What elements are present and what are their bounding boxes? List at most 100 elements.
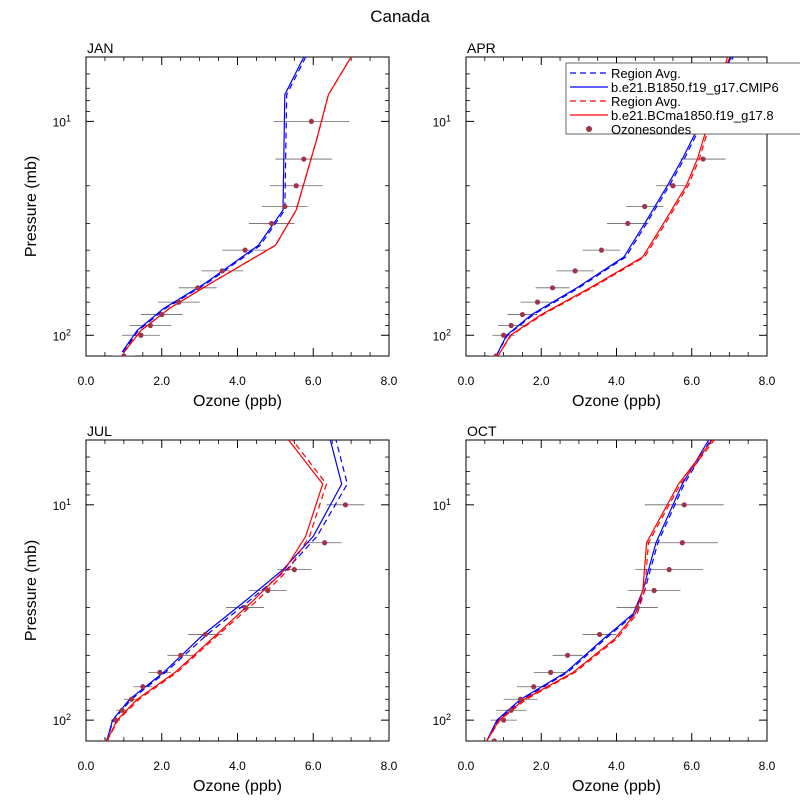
series-line (106, 440, 324, 741)
sonde-point (572, 268, 578, 274)
y-tick-label: 101 (433, 113, 451, 129)
x-tick-label: 6.0 (683, 374, 700, 388)
x-axis-label: Ozone (ppb) (572, 778, 661, 795)
series-line (123, 57, 352, 353)
legend-label-bcma1850: b.e21.BCma1850.f19_g17.8 (611, 108, 774, 123)
plot-area (103, 440, 365, 741)
sonde-point (268, 220, 275, 227)
series-line (495, 57, 732, 356)
y-axis-label: Pressure (mb) (23, 540, 40, 641)
legend-label-region-avg-blue: Region Avg. (611, 66, 681, 81)
sonde-point (104, 738, 110, 741)
sonde-point (308, 118, 314, 124)
sonde-point (548, 669, 554, 675)
plot-area (112, 57, 352, 356)
x-tick-label: 6.0 (305, 374, 322, 388)
x-tick-label: 0.0 (458, 759, 475, 773)
panel-oct: OCT 0.0 2.0 4.0 6.0 8.0 Ozone (ppb) 101 102 (433, 423, 776, 795)
series-line (122, 57, 307, 353)
sonde-point (517, 696, 524, 702)
panel-title: JAN (87, 40, 113, 56)
sonde-point (549, 285, 556, 291)
sonde-point (242, 247, 248, 253)
series-line (123, 57, 352, 353)
x-tick-label: 0.0 (458, 374, 475, 388)
legend-swatch-ozonesondes (586, 126, 592, 132)
x-tick-label: 8.0 (381, 374, 398, 388)
series-line (106, 440, 328, 741)
legend: Region Avg. b.e21.B1850.f19_g17.CMIP6 Re… (565, 62, 800, 137)
sonde-point (242, 604, 248, 611)
sonde-point (128, 696, 135, 702)
sonde-point (342, 502, 349, 508)
sonde-point (508, 322, 514, 329)
sonde-point (564, 652, 571, 658)
legend-label-ozonesondes: Ozonesondes (611, 122, 692, 137)
x-tick-label: 4.0 (608, 759, 625, 773)
sonde-point (322, 540, 328, 546)
y-tick-label: 102 (53, 712, 71, 728)
sonde-point (493, 353, 499, 356)
sonde-point (634, 604, 640, 611)
x-tick-label: 8.0 (759, 374, 776, 388)
sonde-point (531, 684, 537, 690)
sonde-point (501, 717, 507, 723)
series-line (121, 57, 305, 353)
sonde-point (625, 220, 631, 227)
x-tick-label: 2.0 (153, 374, 170, 388)
sonde-point (147, 322, 153, 329)
figure-title: Canada (370, 7, 430, 26)
sonde-point (138, 332, 144, 338)
panel-title: APR (467, 40, 496, 56)
y-axis-label: Pressure (mb) (23, 156, 40, 257)
sonde-point (176, 299, 182, 305)
sonde-point (679, 540, 685, 546)
plot-frame (85, 56, 390, 357)
y-tick-label: 101 (433, 497, 451, 513)
panel-jul: JUL 0.0 2.0 4.0 6.0 8.0 Ozone (ppb) 101 102 Press… (23, 423, 398, 795)
sonde-point (219, 268, 225, 274)
sonde-point (121, 353, 127, 356)
x-tick-label: 4.0 (229, 374, 246, 388)
sonde-point (598, 247, 605, 253)
x-tick-label: 8.0 (381, 759, 398, 773)
y-tick-label: 102 (53, 327, 71, 343)
sonde-point (282, 203, 288, 210)
plot-frame (85, 439, 390, 742)
sonde-point (157, 669, 163, 675)
sonde-point (700, 156, 706, 162)
sonde-point (642, 203, 648, 210)
panel-title: JUL (87, 423, 112, 439)
y-tick-label: 101 (53, 113, 71, 129)
plot-area (484, 440, 724, 741)
x-tick-label: 0.0 (78, 374, 95, 388)
sonde-point (301, 156, 307, 162)
sonde-point (112, 717, 119, 723)
panel-jan: JAN 0.0 2.0 4.0 6.0 8.0 Ozone (ppb) 101 102 Press… (23, 40, 398, 410)
series-line (486, 440, 712, 741)
sonde-point (195, 285, 201, 291)
sonde-point (491, 738, 497, 741)
x-tick-label: 6.0 (305, 759, 322, 773)
x-tick-label: 0.0 (78, 759, 95, 773)
y-tick-label: 101 (53, 497, 71, 513)
x-axis-label: Ozone (ppb) (193, 393, 282, 410)
series-line (495, 57, 734, 356)
panel-title: OCT (467, 423, 497, 439)
sonde-point (501, 332, 507, 338)
sonde-point (119, 707, 125, 713)
sonde-point (666, 567, 672, 573)
x-axis-label: Ozone (ppb) (193, 778, 282, 795)
sonde-point (202, 631, 208, 638)
legend-box (565, 62, 800, 135)
y-tick-label: 102 (433, 712, 451, 728)
series-line (497, 57, 729, 356)
sonde-point (670, 183, 676, 189)
sonde-point (178, 652, 184, 658)
sonde-point (681, 502, 687, 508)
sonde-point (519, 311, 526, 318)
x-tick-label: 4.0 (229, 759, 246, 773)
legend-label-b1850: b.e21.B1850.f19_g17.CMIP6 (611, 80, 779, 95)
y-tick-label: 102 (433, 327, 451, 343)
